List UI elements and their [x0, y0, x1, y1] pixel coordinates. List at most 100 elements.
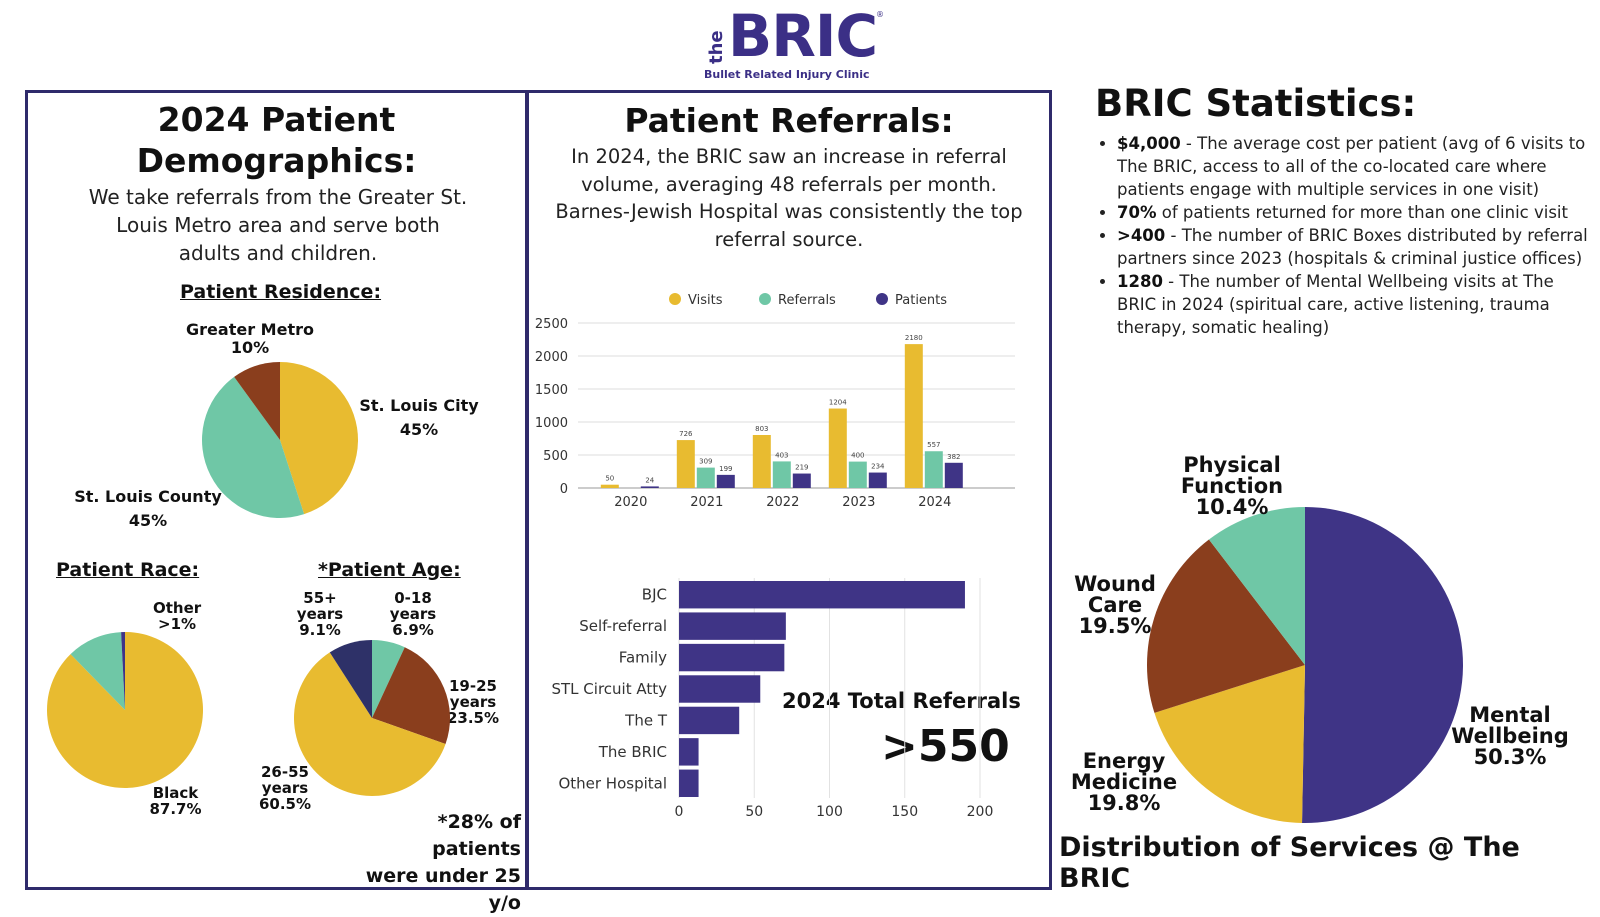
bar-value-label: 803 — [755, 425, 768, 433]
race-pie-chart — [47, 632, 204, 788]
stats-title: BRIC Statistics: — [1095, 82, 1417, 125]
race-other-name: Other — [153, 599, 202, 617]
residence-slice-greater-metro — [234, 362, 280, 440]
bar-value-label: 400 — [851, 452, 864, 460]
demographics-title-line1: 2024 Patient — [157, 100, 396, 139]
age-slice-0-18-years — [372, 640, 405, 718]
bar-family — [679, 643, 785, 672]
x-tick-label: 2024 — [918, 495, 951, 510]
bar-the-t — [679, 706, 740, 735]
x-tick-label: 2021 — [690, 495, 723, 510]
logo-registered: ® — [876, 10, 884, 19]
legend-swatch-visits — [669, 293, 681, 305]
stats-item-text: - The number of Mental Wellbeing visits … — [1117, 272, 1554, 337]
bar-visits-2022 — [752, 435, 771, 488]
services-energy-name: Energy Medicine — [1070, 749, 1178, 794]
bar-value-label: 1204 — [829, 399, 847, 407]
bar-the-bric — [679, 738, 699, 766]
bar-value-label: 234 — [871, 463, 885, 471]
services-slice-energy-medicine — [1154, 665, 1305, 823]
services-title: Distribution of Services @ The BRIC — [1059, 832, 1520, 894]
stats-list: $4,000 - The average cost per patient (a… — [1095, 132, 1597, 339]
age-26-55-value: 60.5% — [258, 795, 312, 813]
stats-item: 70% of patients returned for more than o… — [1117, 201, 1597, 224]
race-label-black: Black 87.7% — [138, 785, 213, 817]
age-label-55-plus: 55+ years 9.1% — [290, 590, 350, 638]
y-category-label: STL Circuit Atty — [552, 680, 668, 698]
age-0-18-name: 0-18 years — [389, 589, 437, 623]
services-label-wound: Wound Care 19.5% — [1065, 574, 1165, 637]
stats-item-text: of patients returned for more than one c… — [1156, 203, 1568, 222]
services-physical-name: Physical Function — [1180, 453, 1284, 498]
stats-item-bold: $4,000 — [1117, 134, 1181, 153]
bar-value-label: 382 — [947, 453, 960, 461]
race-other-value: >1% — [158, 615, 197, 633]
residence-stl-county-value: 45% — [128, 511, 168, 530]
x-tick-label: 2022 — [766, 495, 799, 510]
stats-item-bold: 70% — [1117, 203, 1157, 222]
age-55-plus-name: 55+ years — [296, 589, 344, 623]
race-slice-black — [47, 632, 204, 788]
referrals-intro: In 2024, the BRIC saw an increase in ref… — [555, 145, 1023, 251]
residence-greater-metro-name: Greater Metro — [186, 320, 314, 339]
legend-label-visits: Visits — [688, 293, 723, 308]
bar-visits-2023 — [828, 408, 847, 488]
race-black-name: Black — [152, 784, 199, 802]
age-55-plus-value: 9.1% — [299, 621, 341, 639]
bar-bjc — [679, 581, 965, 609]
bar-referrals-2023 — [848, 461, 867, 488]
residence-slice-st-louis-county — [202, 376, 305, 518]
age-label-19-25: 19-25 years 23.5% — [443, 678, 503, 726]
demographics-title-line2: Demographics: — [136, 141, 417, 180]
residence-heading: Patient Residence: — [180, 281, 382, 303]
services-physical-value: 10.4% — [1195, 495, 1269, 519]
bar-visits-2021 — [676, 440, 695, 488]
bar-patients-2023 — [868, 472, 887, 488]
residence-pie-chart — [202, 362, 358, 518]
bar-value-label: 24 — [645, 476, 654, 484]
stats-item-text: - The number of BRIC Boxes distributed b… — [1117, 226, 1588, 268]
residence-greater-metro-value: 10% — [230, 338, 270, 357]
stats-item-bold: >400 — [1117, 226, 1166, 245]
legend-label-referrals: Referrals — [778, 293, 836, 308]
logo-the: the — [706, 30, 727, 64]
demographics-panel: 2024 Patient Demographics: We take refer… — [25, 90, 528, 914]
bar-patients-2021 — [716, 474, 735, 488]
yearly-bar-chart: Visits Referrals Patients 0 500 1000 1500 2000 2… — [535, 293, 1015, 510]
referrals-panel: Patient Referrals: In 2024, the BRIC saw… — [526, 90, 1052, 890]
services-mental-value: 50.3% — [1473, 745, 1547, 769]
x-tick-label: 2023 — [842, 495, 875, 510]
legend-label-patients: Patients — [895, 293, 947, 308]
bar-referrals-2021 — [696, 467, 715, 488]
stats-item: $4,000 - The average cost per patient (a… — [1117, 132, 1597, 201]
services-slice-wound-care — [1147, 539, 1305, 713]
services-slice-physical-function — [1208, 507, 1305, 665]
services-label-physical: Physical Function 10.4% — [1172, 455, 1292, 518]
x-tick-label: 200 — [967, 804, 994, 820]
services-mental-name: Mental Wellbeing — [1451, 703, 1569, 748]
total-referrals-label: 2024 Total Referrals — [782, 689, 1021, 713]
demographics-title: 2024 Patient Demographics: — [28, 99, 525, 181]
legend-swatch-patients — [876, 293, 888, 305]
y-tick-label: 0 — [560, 482, 568, 497]
services-wound-name: Wound Care — [1074, 572, 1156, 617]
stats-item: 1280 - The number of Mental Wellbeing vi… — [1117, 270, 1597, 339]
bar-patients-2022 — [792, 473, 811, 488]
total-referrals-value: >550 — [881, 721, 1010, 772]
bar-referrals-2022 — [772, 461, 791, 488]
race-slice-other — [121, 632, 125, 710]
y-category-label: Self-referral — [579, 617, 667, 635]
age-19-25-name: 19-25 years — [449, 677, 497, 711]
age-label-26-55: 26-55 years 60.5% — [250, 764, 320, 812]
x-tick-label: 50 — [745, 804, 763, 820]
legend-swatch-referrals — [759, 293, 771, 305]
y-tick-label: 2500 — [535, 317, 568, 332]
age-note: *28% of patients were under 25 y/o — [346, 809, 521, 917]
x-tick-label: 100 — [816, 804, 843, 820]
race-heading: Patient Race: — [56, 559, 200, 581]
bar-self-referral — [679, 612, 786, 640]
age-note-line2: were under 25 y/o — [365, 865, 521, 914]
x-tick-label: 2020 — [614, 495, 647, 510]
residence-slice-st-louis-city — [280, 362, 358, 515]
age-0-18-value: 6.9% — [392, 621, 434, 639]
